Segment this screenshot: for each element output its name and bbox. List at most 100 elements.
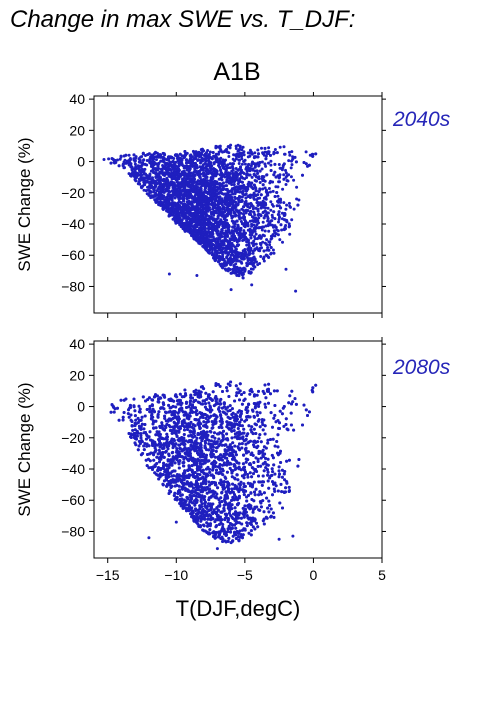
data-point bbox=[273, 217, 277, 221]
data-point bbox=[154, 150, 157, 154]
data-point bbox=[280, 211, 284, 215]
data-point bbox=[121, 164, 125, 168]
data-point bbox=[251, 256, 255, 260]
data-point bbox=[196, 213, 199, 216]
data-point bbox=[170, 155, 174, 159]
data-point bbox=[224, 168, 228, 172]
data-point bbox=[192, 157, 196, 161]
data-point bbox=[175, 157, 179, 160]
data-point bbox=[242, 215, 246, 219]
data-point bbox=[176, 208, 180, 212]
data-point bbox=[262, 259, 266, 263]
data-point bbox=[269, 169, 273, 172]
data-point bbox=[266, 206, 270, 210]
data-point bbox=[197, 210, 201, 214]
data-point bbox=[249, 267, 253, 271]
data-point bbox=[182, 221, 186, 225]
data-point bbox=[254, 186, 258, 190]
data-point bbox=[221, 253, 225, 257]
data-point bbox=[178, 173, 182, 177]
data-point bbox=[227, 224, 231, 228]
data-point bbox=[149, 177, 153, 181]
data-point bbox=[284, 207, 288, 211]
data-point bbox=[209, 156, 213, 160]
data-point bbox=[271, 234, 274, 238]
data-point bbox=[180, 220, 184, 224]
data-point bbox=[285, 203, 289, 207]
data-point bbox=[227, 179, 230, 183]
data-point bbox=[282, 201, 286, 205]
data-point bbox=[190, 200, 194, 204]
data-point bbox=[265, 238, 269, 242]
data-point bbox=[244, 211, 248, 215]
data-point bbox=[241, 186, 245, 190]
data-point bbox=[146, 153, 150, 157]
data-point bbox=[230, 229, 234, 233]
data-point bbox=[259, 235, 263, 239]
data-point bbox=[237, 162, 241, 165]
data-point bbox=[292, 178, 296, 182]
data-point bbox=[288, 153, 292, 157]
data-point bbox=[133, 159, 137, 163]
data-point bbox=[145, 159, 149, 162]
data-point bbox=[175, 204, 179, 208]
data-point bbox=[264, 157, 268, 161]
data-point bbox=[195, 182, 199, 186]
data-point bbox=[180, 154, 184, 158]
data-point bbox=[252, 156, 256, 160]
data-point bbox=[234, 267, 238, 271]
data-point bbox=[248, 212, 252, 216]
data-point bbox=[263, 186, 267, 190]
data-point bbox=[147, 180, 151, 184]
data-point bbox=[247, 163, 251, 167]
data-point bbox=[269, 219, 273, 223]
data-point bbox=[255, 169, 259, 173]
data-point bbox=[238, 167, 241, 171]
data-point bbox=[244, 192, 248, 196]
data-point bbox=[199, 151, 203, 155]
data-point bbox=[283, 218, 287, 222]
data-point bbox=[240, 195, 244, 199]
data-point bbox=[276, 194, 280, 198]
data-point bbox=[251, 205, 255, 209]
data-point bbox=[144, 172, 147, 176]
data-point bbox=[193, 184, 197, 188]
data-point bbox=[261, 199, 265, 203]
data-point bbox=[174, 160, 178, 164]
data-point bbox=[252, 162, 256, 166]
data-point bbox=[229, 250, 233, 253]
data-point bbox=[165, 176, 169, 180]
data-point bbox=[233, 221, 237, 225]
data-point bbox=[252, 220, 255, 223]
data-point bbox=[201, 166, 205, 170]
data-point bbox=[240, 175, 243, 179]
data-point bbox=[240, 261, 244, 265]
data-point bbox=[165, 165, 169, 169]
data-point bbox=[177, 164, 181, 168]
data-point bbox=[284, 171, 288, 175]
data-point bbox=[244, 166, 248, 169]
data-point bbox=[222, 206, 226, 210]
data-point bbox=[191, 204, 194, 208]
data-point bbox=[279, 223, 283, 227]
data-point bbox=[278, 166, 282, 170]
data-point bbox=[238, 199, 242, 203]
data-point bbox=[140, 163, 144, 167]
data-point bbox=[207, 199, 211, 203]
data-point bbox=[219, 168, 222, 172]
data-point bbox=[117, 164, 121, 168]
data-point bbox=[236, 244, 240, 248]
data-point bbox=[207, 214, 211, 218]
data-point bbox=[277, 210, 281, 214]
data-point bbox=[267, 161, 270, 165]
data-point bbox=[229, 263, 233, 267]
data-point bbox=[268, 243, 272, 247]
data-point bbox=[218, 173, 222, 177]
data-point bbox=[248, 154, 252, 158]
data-point bbox=[277, 163, 281, 166]
data-point bbox=[218, 258, 222, 262]
data-point bbox=[245, 243, 249, 247]
data-point bbox=[149, 185, 153, 189]
data-point bbox=[261, 152, 265, 156]
data-point bbox=[267, 248, 271, 252]
